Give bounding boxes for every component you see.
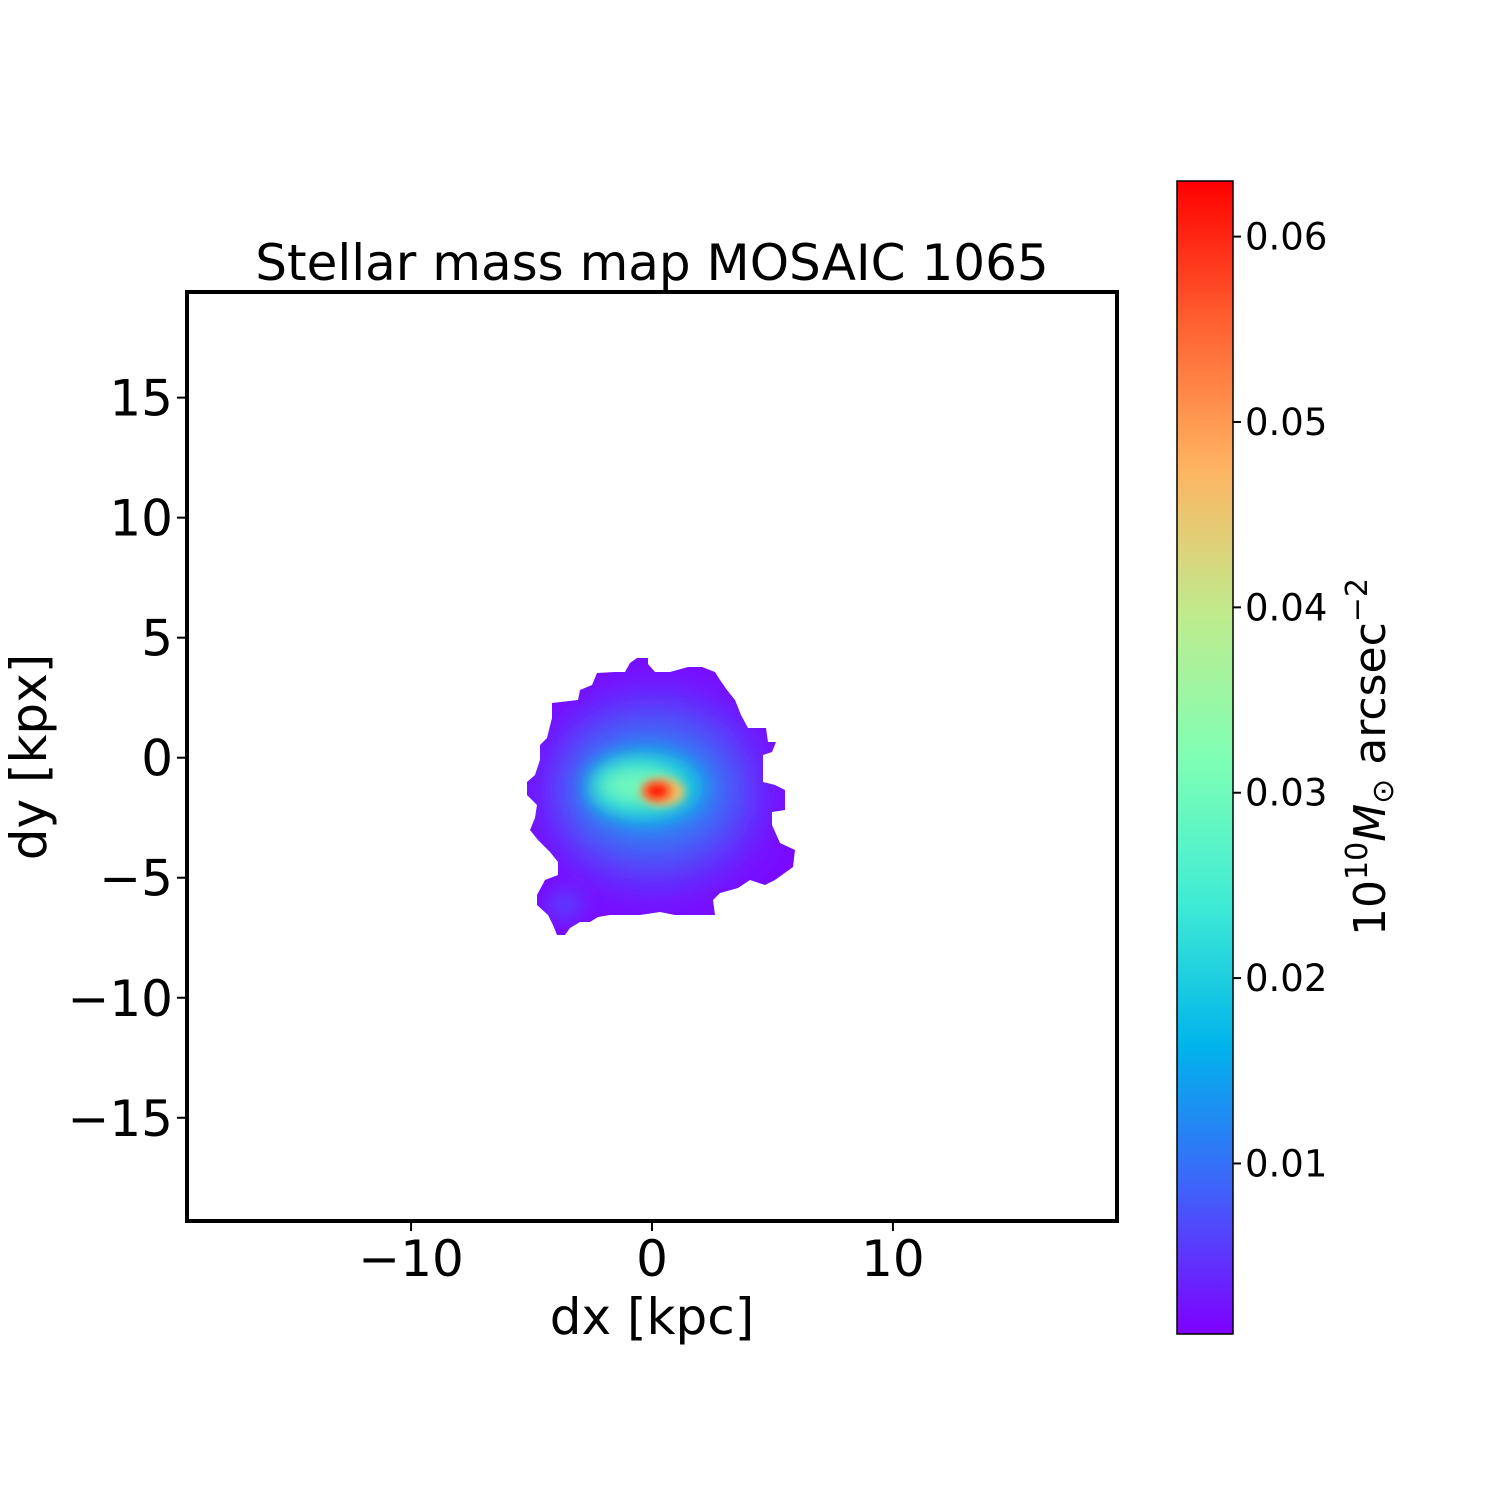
x-tick-label: 0 [636, 1230, 668, 1288]
colorbar-tick-label: 0.02 [1245, 957, 1327, 1000]
y-tick-label: 15 [109, 370, 173, 428]
y-tick-label: −5 [99, 850, 173, 908]
colorbar-tick-label: 0.05 [1245, 401, 1327, 444]
x-tick-label: 10 [861, 1230, 925, 1288]
heatmap-halo-blob [545, 890, 585, 920]
colorbar-ticks: 0.01 0.02 0.03 0.04 0.05 0.06 [1233, 216, 1327, 1185]
colorbar-tick-label: 0.06 [1245, 216, 1327, 259]
y-axis-label: dy [kpx] [0, 654, 58, 861]
y-tick-label: 5 [141, 610, 173, 668]
heatmap-peak [644, 783, 670, 799]
colorbar [1176, 180, 1234, 1335]
heatmap-image [527, 658, 795, 935]
colorbar-label-exp: 10 [1340, 842, 1375, 880]
colorbar-label: 1010M⊙ arcsec−2 [1340, 578, 1401, 936]
y-tick-label: −10 [67, 970, 173, 1028]
colorbar-label-unit: arcsec [1345, 622, 1396, 778]
y-axis-ticks: −15 −10 −5 0 5 10 15 [67, 370, 187, 1148]
x-tick-label: −10 [358, 1230, 464, 1288]
colorbar-label-sub: ⊙ [1366, 779, 1401, 804]
x-axis-ticks: −10 0 10 [358, 1221, 925, 1288]
colorbar-label-base: 10 [1345, 880, 1396, 936]
colorbar-tick-label: 0.01 [1245, 1142, 1327, 1185]
colorbar-tick-label: 0.04 [1245, 586, 1327, 629]
colorbar-label-symbol: M [1345, 804, 1396, 842]
y-tick-label: −15 [67, 1090, 173, 1148]
y-tick-label: 0 [141, 730, 173, 788]
x-axis-label: dx [kpc] [550, 1288, 754, 1346]
colorbar-label-unit-exp: −2 [1340, 578, 1375, 622]
y-tick-label: 10 [109, 490, 173, 548]
chart-title: Stellar mass map MOSAIC 1065 [255, 234, 1048, 292]
colorbar-tick-label: 0.03 [1245, 772, 1327, 815]
